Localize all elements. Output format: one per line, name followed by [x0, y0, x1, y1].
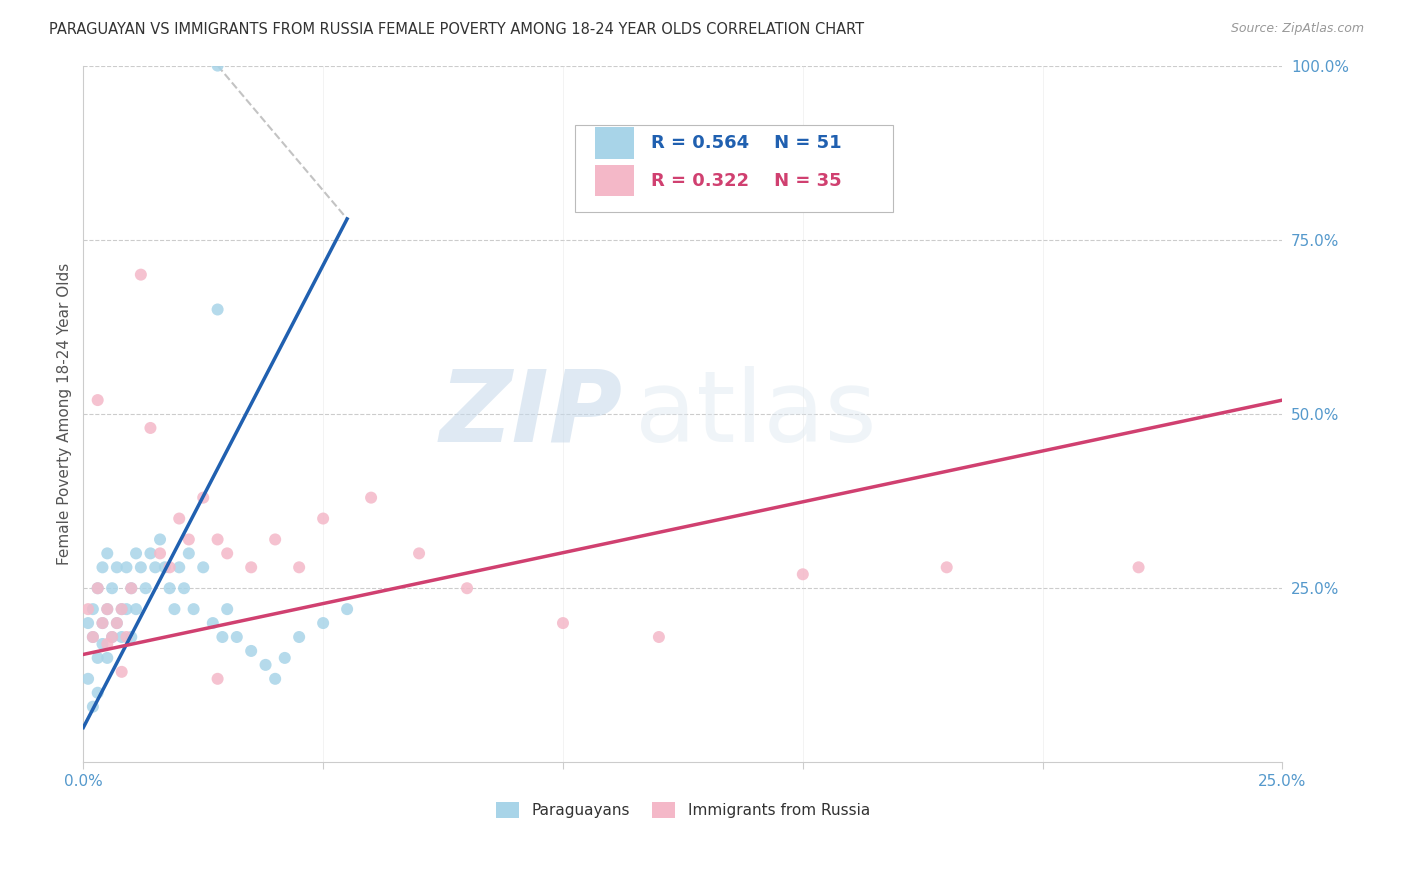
- Point: [91, 616, 114, 631]
- Point: [115, 602, 138, 616]
- Point: [408, 546, 430, 560]
- Point: [207, 302, 229, 317]
- Point: [177, 546, 200, 560]
- Point: [274, 651, 297, 665]
- Point: [77, 602, 100, 616]
- Y-axis label: Female Poverty Among 18-24 Year Olds: Female Poverty Among 18-24 Year Olds: [58, 263, 72, 566]
- Point: [120, 581, 142, 595]
- Point: [648, 630, 671, 644]
- Point: [551, 616, 574, 631]
- Point: [115, 630, 138, 644]
- Point: [225, 630, 247, 644]
- Point: [111, 602, 134, 616]
- Point: [193, 491, 215, 505]
- Point: [105, 560, 128, 574]
- Point: [101, 581, 124, 595]
- Point: [105, 616, 128, 631]
- Point: [207, 672, 229, 686]
- Point: [264, 672, 287, 686]
- Point: [86, 581, 108, 595]
- Point: [101, 630, 124, 644]
- Text: ZIP: ZIP: [440, 366, 623, 463]
- Point: [120, 581, 142, 595]
- Point: [135, 581, 157, 595]
- Point: [139, 546, 162, 560]
- Point: [91, 637, 114, 651]
- Point: [240, 560, 263, 574]
- Point: [96, 651, 118, 665]
- Point: [183, 602, 205, 616]
- Point: [336, 602, 359, 616]
- Point: [264, 533, 287, 547]
- Point: [207, 59, 229, 73]
- Point: [125, 602, 148, 616]
- Point: [1128, 560, 1150, 574]
- Point: [96, 546, 118, 560]
- Point: [217, 546, 239, 560]
- Point: [240, 644, 263, 658]
- Text: Source: ZipAtlas.com: Source: ZipAtlas.com: [1230, 22, 1364, 36]
- Point: [288, 560, 311, 574]
- Point: [77, 672, 100, 686]
- Point: [96, 602, 118, 616]
- Point: [312, 616, 335, 631]
- Point: [91, 616, 114, 631]
- Point: [217, 602, 239, 616]
- Point: [111, 630, 134, 644]
- FancyBboxPatch shape: [575, 125, 893, 212]
- Legend: Paraguayans, Immigrants from Russia: Paraguayans, Immigrants from Russia: [489, 797, 876, 824]
- Point: [167, 511, 190, 525]
- Point: [312, 511, 335, 525]
- Point: [149, 533, 172, 547]
- Point: [86, 651, 108, 665]
- Point: [77, 616, 100, 631]
- Point: [101, 630, 124, 644]
- Point: [288, 630, 311, 644]
- Point: [254, 657, 277, 672]
- FancyBboxPatch shape: [595, 128, 634, 159]
- Point: [167, 560, 190, 574]
- Point: [111, 602, 134, 616]
- Point: [115, 560, 138, 574]
- Point: [125, 546, 148, 560]
- Text: R = 0.322    N = 35: R = 0.322 N = 35: [651, 172, 841, 190]
- Point: [143, 560, 166, 574]
- Point: [193, 560, 215, 574]
- Point: [360, 491, 382, 505]
- Point: [153, 560, 176, 574]
- FancyBboxPatch shape: [595, 165, 634, 196]
- Point: [139, 421, 162, 435]
- Point: [201, 616, 224, 631]
- Point: [163, 602, 186, 616]
- Point: [149, 546, 172, 560]
- Point: [82, 602, 104, 616]
- Point: [207, 533, 229, 547]
- Point: [792, 567, 814, 582]
- Point: [82, 630, 104, 644]
- Point: [211, 630, 233, 644]
- Point: [935, 560, 957, 574]
- Point: [173, 581, 195, 595]
- Point: [105, 616, 128, 631]
- Text: PARAGUAYAN VS IMMIGRANTS FROM RUSSIA FEMALE POVERTY AMONG 18-24 YEAR OLDS CORREL: PARAGUAYAN VS IMMIGRANTS FROM RUSSIA FEM…: [49, 22, 865, 37]
- Point: [96, 602, 118, 616]
- Point: [159, 560, 181, 574]
- Point: [120, 630, 142, 644]
- Point: [129, 560, 152, 574]
- Point: [129, 268, 152, 282]
- Point: [111, 665, 134, 679]
- Point: [82, 630, 104, 644]
- Point: [86, 581, 108, 595]
- Point: [82, 699, 104, 714]
- Point: [86, 393, 108, 408]
- Point: [159, 581, 181, 595]
- Point: [86, 686, 108, 700]
- Point: [91, 560, 114, 574]
- Text: R = 0.564    N = 51: R = 0.564 N = 51: [651, 134, 841, 153]
- Text: atlas: atlas: [636, 366, 876, 463]
- Point: [456, 581, 478, 595]
- Point: [177, 533, 200, 547]
- Point: [96, 637, 118, 651]
